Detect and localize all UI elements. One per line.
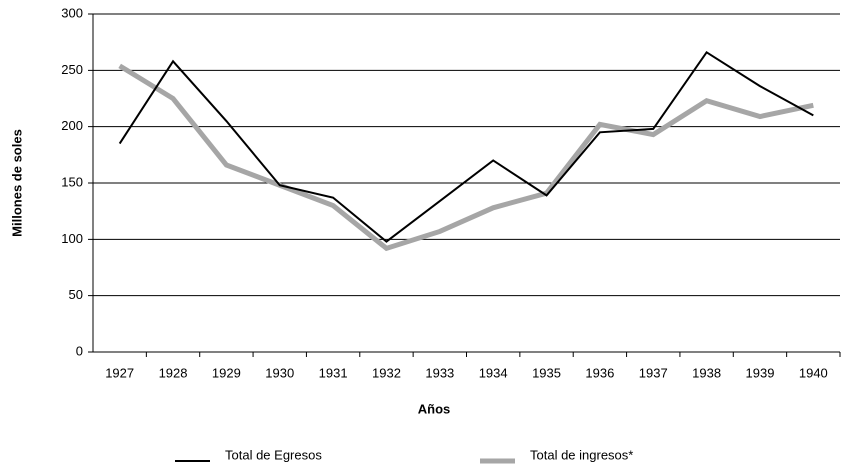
x-tick-label: 1940 <box>799 365 828 380</box>
y-axis-label: Millones de soles <box>9 129 24 237</box>
y-tick-label: 50 <box>69 287 83 302</box>
series-line <box>118 50 814 243</box>
x-tick-label: 1927 <box>105 365 134 380</box>
y-tick-label: 0 <box>76 343 83 358</box>
x-tick-label: 1937 <box>639 365 668 380</box>
y-tick-label: 150 <box>61 174 83 189</box>
legend-label: Total de Egresos <box>225 447 322 462</box>
y-tick-label: 250 <box>61 62 83 77</box>
x-tick-label: 1936 <box>585 365 614 380</box>
x-tick-label: 1929 <box>212 365 241 380</box>
y-tick-label: 200 <box>61 118 83 133</box>
x-tick-label: 1935 <box>532 365 561 380</box>
x-axis-label: Años <box>418 401 451 416</box>
y-tick-label: 100 <box>61 231 83 246</box>
y-tick-label: 300 <box>61 5 83 20</box>
x-tick-label: 1934 <box>479 365 508 380</box>
x-tick-label: 1933 <box>425 365 454 380</box>
x-tick-label: 1939 <box>746 365 775 380</box>
legend-label: Total de ingresos* <box>530 447 633 462</box>
series-line <box>118 63 814 252</box>
x-tick-label: 1931 <box>319 365 348 380</box>
x-tick-label: 1932 <box>372 365 401 380</box>
x-tick-label: 1930 <box>265 365 294 380</box>
x-tick-label: 1928 <box>159 365 188 380</box>
x-tick-label: 1938 <box>692 365 721 380</box>
